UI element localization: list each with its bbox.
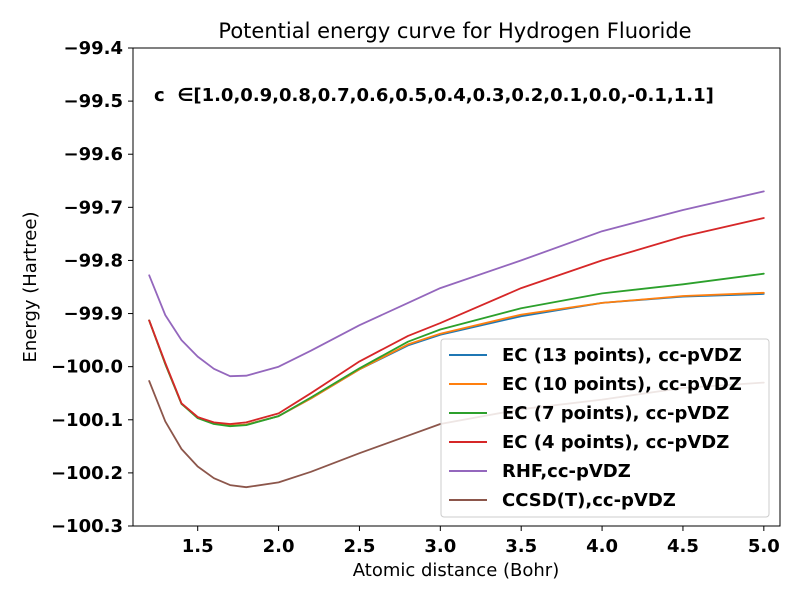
y-tick-label: −99.8 xyxy=(64,250,124,271)
x-tick-label: 4.0 xyxy=(586,536,618,557)
y-tick-label: −100.0 xyxy=(51,357,123,378)
legend-label: RHF,cc-pVDZ xyxy=(502,461,631,482)
y-tick-label: −100.3 xyxy=(51,516,123,537)
legend-label: EC (13 points), cc-pVDZ xyxy=(502,345,742,366)
y-tick-label: −99.4 xyxy=(64,38,124,59)
plot-frame xyxy=(132,47,781,527)
x-tick-label: 2.5 xyxy=(344,536,376,557)
chart-title: Potential energy curve for Hydrogen Fluo… xyxy=(218,19,691,43)
y-tick-label: −99.5 xyxy=(64,91,124,112)
y-axis-label: Energy (Hartree) xyxy=(20,212,41,363)
y-tick-label: −99.6 xyxy=(64,144,124,165)
y-tick-label: −100.2 xyxy=(51,463,123,484)
x-tick-label: 2.0 xyxy=(263,536,295,557)
annotation-text: c ∈[1.0,0.9,0.8,0.7,0.6,0.5,0.4,0.3,0.2,… xyxy=(154,85,714,106)
legend-label: EC (4 points), cc-pVDZ xyxy=(502,432,729,453)
series-line-4 xyxy=(148,217,765,425)
y-tick-label: −99.9 xyxy=(64,304,124,325)
legend-box xyxy=(440,338,770,518)
x-tick-label: 3.0 xyxy=(424,536,456,557)
y-axis: −99.4 −99.5 −99.6 −99.7 −99.8 −99.9 −100.0 −100… xyxy=(51,38,133,537)
y-tick-label: −99.7 xyxy=(64,197,124,218)
legend-label: EC (7 points), cc-pVDZ xyxy=(502,403,729,424)
series-line-5 xyxy=(148,190,765,378)
y-tick-label: −100.1 xyxy=(51,410,123,431)
x-axis-label: Atomic distance (Bohr) xyxy=(353,560,559,581)
legend-label: CCSD(T),cc-pVDZ xyxy=(502,490,676,511)
legend: EC (13 points), cc-pVDZ EC (10 points), c… xyxy=(440,338,770,518)
x-tick-label: 3.5 xyxy=(505,536,537,557)
x-tick-label: 1.5 xyxy=(182,536,214,557)
legend-label: EC (10 points), cc-pVDZ xyxy=(502,374,742,395)
x-tick-label: 4.5 xyxy=(667,536,699,557)
x-tick-label: 5.0 xyxy=(748,536,780,557)
x-axis: 1.5 2.0 2.5 3.0 3.5 4.0 4.5 5.0 xyxy=(182,526,780,557)
